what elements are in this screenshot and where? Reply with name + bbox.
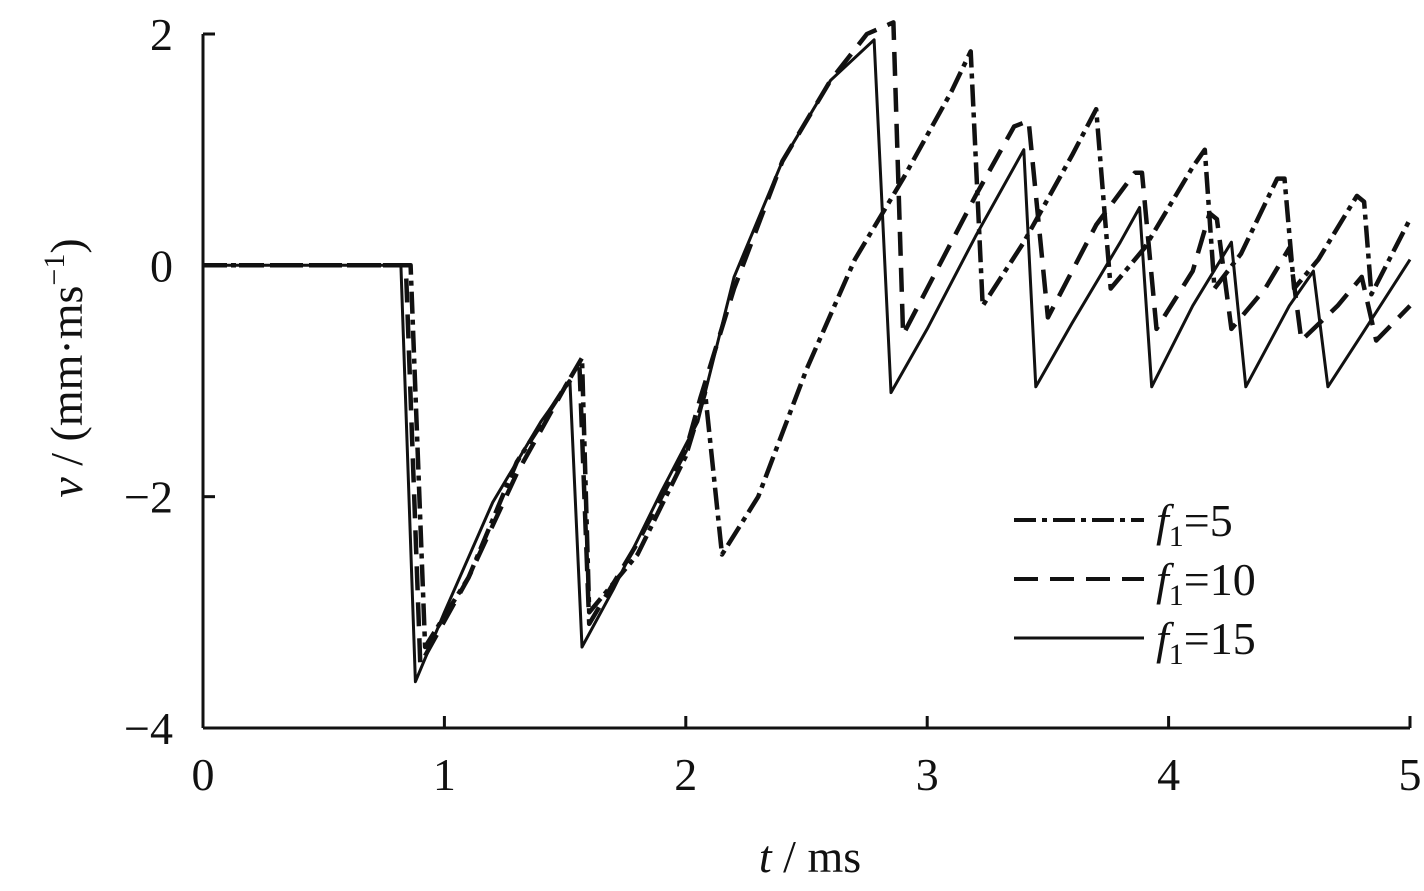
- axes: [201, 34, 1410, 730]
- legend-label-f1-15: f1=15: [1156, 613, 1256, 671]
- legend: f1=5 f1=10 f1=15: [1014, 495, 1256, 671]
- y-axis-var: v: [41, 477, 92, 498]
- x-axis-label: t / ms: [759, 831, 861, 882]
- y-tick-label: 2: [150, 9, 173, 60]
- x-tick-label: 0: [192, 749, 215, 800]
- y-axis-label: v / (mm·ms−1): [38, 238, 92, 497]
- series-line-f1-15: [203, 38, 1412, 684]
- x-ticks: 0 1 2 3 4 5: [192, 716, 1422, 800]
- series-line-f1-5: [203, 49, 1413, 650]
- y-tick-label: 0: [150, 240, 173, 291]
- x-tick-label: 2: [674, 749, 697, 800]
- y-tick-label: −2: [124, 472, 173, 523]
- x-tick-label: 5: [1399, 749, 1422, 800]
- x-axis-unit: ms: [807, 831, 861, 882]
- x-axis-var: t: [759, 831, 773, 882]
- y-ticks: −4 −2 0 2: [124, 9, 215, 754]
- y-axis-unit-close: ): [41, 238, 92, 253]
- legend-label-f1-10: f1=10: [1156, 554, 1256, 612]
- legend-label-f1-5: f1=5: [1156, 495, 1233, 553]
- plot-lines: [203, 20, 1413, 684]
- y-axis-unit-exponent: −1: [38, 254, 71, 286]
- y-tick-label: −4: [124, 703, 173, 754]
- series-line-f1-10: [203, 20, 1412, 667]
- x-tick-label: 4: [1157, 749, 1180, 800]
- y-axis-unit: (mm·ms: [41, 286, 92, 442]
- x-tick-label: 3: [916, 749, 939, 800]
- x-tick-label: 1: [433, 749, 456, 800]
